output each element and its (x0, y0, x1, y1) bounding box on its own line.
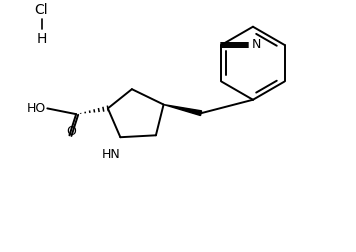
Text: H: H (36, 33, 47, 46)
Text: O: O (67, 125, 76, 138)
Text: HN: HN (101, 148, 120, 161)
Text: Cl: Cl (35, 3, 48, 17)
Polygon shape (164, 105, 201, 115)
Text: N: N (252, 39, 261, 51)
Text: HO: HO (27, 102, 46, 115)
